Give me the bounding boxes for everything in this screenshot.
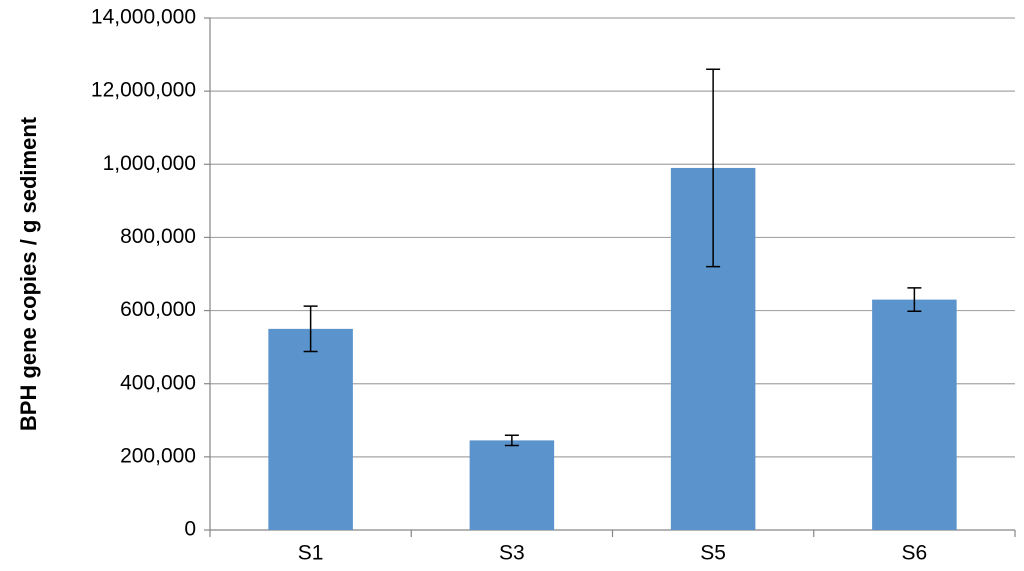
y-tick-label: 200,000	[120, 444, 196, 467]
bar	[469, 440, 555, 530]
y-tick-label: 800,000	[120, 225, 196, 248]
bar	[268, 328, 353, 530]
y-tick-label: 400,000	[120, 371, 196, 394]
x-tick-label: S6	[902, 542, 928, 565]
x-tick-label: S3	[499, 542, 525, 565]
error-bar	[303, 305, 318, 353]
error-bar	[504, 434, 519, 447]
y-tick-label: 600,000	[120, 298, 196, 321]
y-tick-label: 1,000,000	[103, 152, 196, 175]
x-tick-label: S5	[700, 542, 726, 565]
error-bar	[907, 287, 922, 313]
bar	[872, 299, 957, 530]
error-bar	[706, 68, 721, 268]
y-axis-label: BPH gene copies / g sediment	[16, 116, 41, 431]
y-tick-label: 14,000,000	[91, 6, 196, 29]
x-tick-label: S1	[298, 542, 324, 565]
y-tick-label: 0	[184, 518, 196, 541]
y-tick-label: 12,000,000	[91, 79, 196, 102]
